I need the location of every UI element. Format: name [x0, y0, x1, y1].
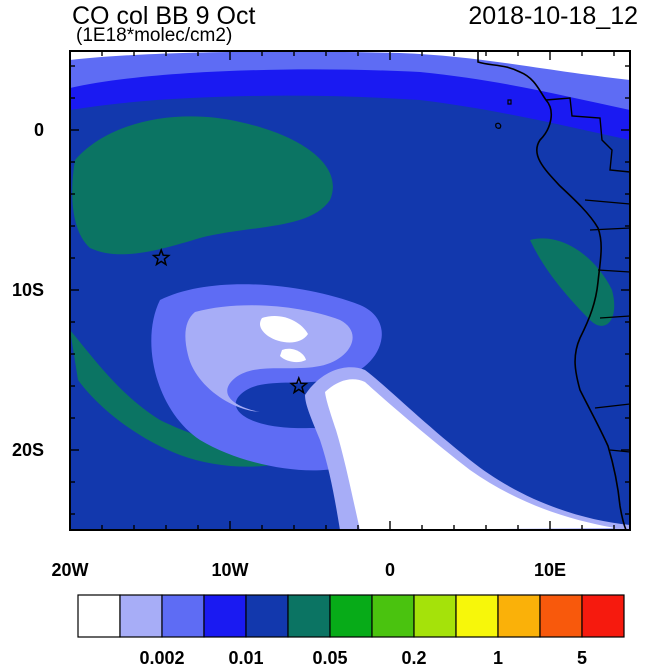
- lon-label-10e: 10E: [533, 560, 567, 580]
- colorbar-box: [119, 594, 163, 638]
- lon-label-0: 0: [384, 560, 395, 580]
- lat-label-0: 0: [33, 120, 44, 140]
- units-label: (1E18*molec/cm2): [76, 25, 233, 46]
- lat-label-10s: 10S: [11, 280, 44, 300]
- colorbar-box: [413, 594, 457, 638]
- colorbar-tick-label: 0.2: [401, 648, 427, 668]
- colorbar-tick-label: 1: [492, 648, 503, 668]
- colorbar-box: [581, 594, 625, 638]
- islands: [495, 99, 512, 129]
- tongue-inner: [325, 379, 615, 530]
- colorbar-tick-label: 0.01: [228, 648, 264, 668]
- borders-north: [545, 97, 630, 173]
- colorbar-box: [287, 594, 331, 638]
- colorbar-box: [329, 594, 373, 638]
- colorbar-tick-label: 0.002: [139, 648, 185, 668]
- lon-label-10w: 10W: [211, 560, 249, 580]
- colorbar-box: [371, 594, 415, 638]
- colorbar-tick-label: 0.05: [312, 648, 348, 668]
- colorbar-box: [497, 594, 541, 638]
- plume-southwest-green: [70, 330, 300, 467]
- colorbar-box: [245, 594, 289, 638]
- swirl-core: [185, 305, 353, 412]
- swirl-white-2: [280, 348, 306, 363]
- colorbar-box: [203, 594, 247, 638]
- star-center-marker: [289, 375, 309, 395]
- map-field: [70, 51, 630, 530]
- star-west-marker: [151, 247, 171, 267]
- lat-label-20s: 20S: [11, 440, 44, 460]
- colorbar: [77, 594, 625, 638]
- colorbar-box: [77, 594, 121, 638]
- marker-layer: [151, 247, 309, 395]
- colorbar-box: [539, 594, 583, 638]
- tick-marks: [69, 51, 630, 530]
- colorbar-tick-label: 5: [576, 648, 587, 668]
- plume-north-green: [72, 116, 333, 255]
- lon-label-20w: 20W: [51, 560, 89, 580]
- colorbar-box: [161, 594, 205, 638]
- swirl-white-1: [260, 315, 308, 343]
- borders-south: [584, 199, 630, 453]
- colorbar-box: [455, 594, 499, 638]
- datetime-label: 2018-10-18_12: [468, 2, 638, 30]
- map-title: CO col BB 9 Oct: [72, 2, 256, 30]
- coastline: [477, 51, 627, 530]
